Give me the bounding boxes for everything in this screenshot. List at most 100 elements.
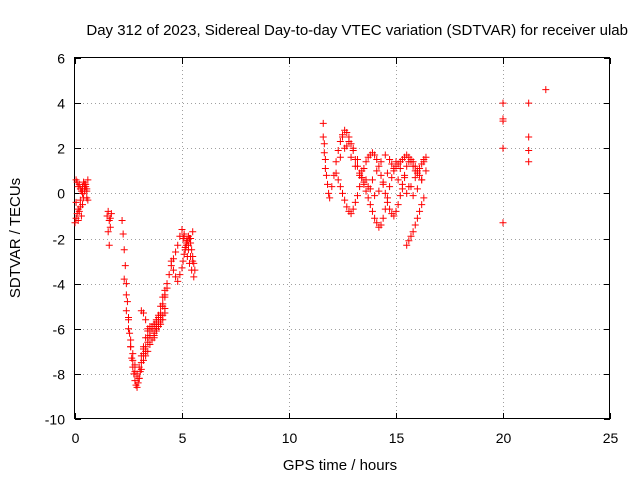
data-point <box>418 176 426 184</box>
data-point <box>146 341 154 349</box>
data-point <box>347 210 355 218</box>
y-tick-label: 0 <box>57 186 65 202</box>
data-point <box>139 309 147 317</box>
data-point <box>339 133 346 141</box>
data-point <box>190 273 198 281</box>
data-point <box>409 192 417 200</box>
data-point <box>334 147 342 155</box>
data-point <box>366 201 374 209</box>
data-point <box>353 192 361 200</box>
data-point <box>401 174 409 182</box>
data-point <box>368 176 376 184</box>
data-point <box>139 345 147 353</box>
data-point <box>74 216 82 224</box>
axis-ticks: 0 5 10 15 20 25 -10 -8 -6 -4 -2 0 2 4 6 <box>45 51 619 447</box>
data-point <box>83 194 91 202</box>
data-point <box>381 189 389 197</box>
y-tick-label: -6 <box>53 322 66 338</box>
data-point <box>373 167 381 175</box>
data-point <box>126 329 134 337</box>
data-point <box>499 115 507 123</box>
data-point <box>388 174 396 182</box>
data-point <box>135 363 143 371</box>
data-point <box>386 183 394 191</box>
data-point <box>403 241 411 249</box>
data-point <box>525 133 533 141</box>
data-point <box>362 187 370 195</box>
data-point <box>78 201 86 209</box>
data-point <box>343 203 351 211</box>
data-point <box>184 241 192 249</box>
data-point <box>347 153 355 161</box>
data-point <box>371 192 379 200</box>
data-point <box>383 198 391 206</box>
data-point <box>182 237 190 245</box>
data-point <box>413 214 421 222</box>
data-point <box>525 158 533 166</box>
data-point <box>343 142 351 150</box>
data-point <box>332 169 340 177</box>
data-point <box>104 228 112 236</box>
data-point <box>159 311 167 319</box>
data-point <box>174 241 182 249</box>
data-point <box>187 235 195 242</box>
data-point <box>336 137 344 145</box>
chart-title: Day 312 of 2023, Sidereal Day-to-day VTE… <box>86 22 628 39</box>
data-point <box>174 277 182 285</box>
data-point <box>525 99 533 107</box>
data-point <box>383 169 391 177</box>
data-point <box>364 183 372 191</box>
y-axis-label: SDTVAR / TECUs <box>7 178 24 298</box>
data-series <box>71 86 550 391</box>
data-point <box>185 259 193 267</box>
data-point <box>144 347 152 355</box>
data-point <box>371 214 379 222</box>
data-point <box>120 275 128 283</box>
data-point <box>319 119 327 127</box>
data-point <box>416 165 424 173</box>
data-point <box>148 336 156 344</box>
data-point <box>381 151 389 159</box>
data-point <box>74 205 82 213</box>
data-point <box>127 336 135 344</box>
data-point <box>418 201 426 209</box>
data-point <box>499 219 507 227</box>
data-point <box>107 210 115 218</box>
data-point <box>152 325 160 333</box>
data-point <box>390 212 398 220</box>
data-point <box>349 144 357 152</box>
y-tick-label: -4 <box>53 277 66 293</box>
data-point <box>392 158 400 166</box>
x-tick-label: 20 <box>496 430 512 446</box>
data-point <box>396 192 404 200</box>
data-point <box>379 214 387 222</box>
data-point <box>409 158 417 166</box>
data-point <box>325 189 333 197</box>
data-point <box>499 99 507 107</box>
data-point <box>351 162 359 170</box>
data-point <box>375 162 383 170</box>
data-point <box>345 137 353 145</box>
data-point <box>411 162 419 170</box>
y-tick-label: 4 <box>57 96 65 112</box>
data-point <box>120 246 128 254</box>
data-point <box>356 183 364 191</box>
data-point <box>320 140 328 148</box>
data-point <box>322 171 330 179</box>
data-point <box>394 201 402 209</box>
data-point <box>122 291 130 299</box>
data-point <box>420 158 428 166</box>
data-point <box>122 307 130 315</box>
y-tick-label: 2 <box>57 141 65 157</box>
data-point <box>84 176 92 184</box>
data-point <box>119 230 127 238</box>
data-point <box>379 178 387 186</box>
data-point <box>542 86 550 94</box>
data-point <box>72 198 80 206</box>
data-point <box>371 151 379 159</box>
data-point <box>356 171 364 179</box>
data-point <box>76 196 84 204</box>
data-point <box>172 273 180 281</box>
data-point <box>336 153 344 161</box>
